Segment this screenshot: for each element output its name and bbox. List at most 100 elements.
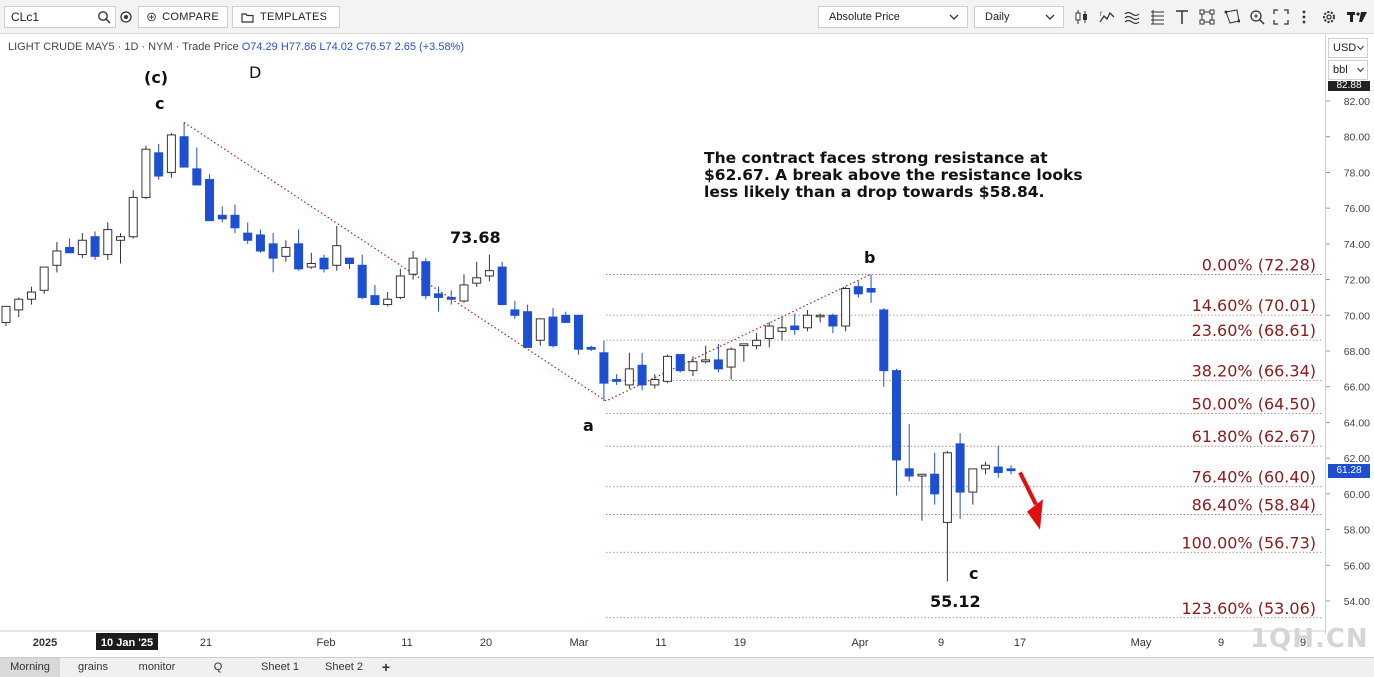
interval-select[interactable]: Daily xyxy=(974,6,1064,28)
y-axis-label: 66.00 xyxy=(1344,382,1370,394)
templates-button[interactable]: TEMPLATES xyxy=(232,6,340,28)
candle-body xyxy=(446,296,456,300)
chevron-down-icon xyxy=(949,14,959,20)
indicator-icon[interactable]: f xyxy=(1099,9,1115,25)
fib-level-label: 14.60% (70.01) xyxy=(1192,296,1316,315)
drawing-icon[interactable] xyxy=(1124,9,1140,25)
watermark: 1QH.CN xyxy=(1250,624,1369,654)
candle-body xyxy=(675,354,685,372)
price-axis[interactable]: 82.00 80.00 78.00 76.00 74.00 72.00 70.00 68.00… xyxy=(1325,34,1374,634)
chevron-down-icon xyxy=(1045,14,1055,20)
shape-icon[interactable] xyxy=(1199,9,1215,25)
candle-body xyxy=(866,288,876,293)
tab-morning[interactable]: Morning xyxy=(0,658,60,677)
fib-level-label: 86.40% (58.84) xyxy=(1192,496,1316,515)
candle-body xyxy=(128,196,138,238)
top-toolbar: CLc1 COMPARE TEMPLATES Absolute Price Da… xyxy=(0,0,1374,34)
chevron-down-icon xyxy=(1357,45,1364,51)
candlestick-icon[interactable] xyxy=(1074,9,1090,25)
candle-body xyxy=(294,243,304,270)
candle-body xyxy=(548,316,558,347)
elliott-wave-trendline xyxy=(183,121,872,402)
y-axis-label: 54.00 xyxy=(1344,596,1370,608)
y-axis-label: 62.00 xyxy=(1344,453,1370,465)
candle-body xyxy=(459,284,469,302)
candle-body xyxy=(828,314,838,327)
low-price-label: 55.12 xyxy=(930,592,981,611)
tab-grains[interactable]: grains xyxy=(78,661,108,673)
candle-body xyxy=(586,346,596,350)
x-axis-label: 19 xyxy=(734,637,746,649)
price-chart[interactable]: 0.00% (72.28) 14.60% (70.01) 23.60% (68.61… xyxy=(0,34,1325,657)
candle-body xyxy=(357,264,367,298)
candle-body xyxy=(154,152,164,177)
candle-body xyxy=(26,291,36,300)
high-price-label: 73.68 xyxy=(450,228,501,247)
candle-body xyxy=(993,466,1003,473)
fib-level-label: 76.40% (60.40) xyxy=(1192,468,1316,487)
tab-q[interactable]: Q xyxy=(213,661,223,673)
tab-sheet-2[interactable]: Sheet 2 xyxy=(325,661,363,673)
settings-icon[interactable] xyxy=(1321,9,1337,25)
down-arrow-shaft xyxy=(1018,471,1038,506)
candle-body xyxy=(968,468,978,493)
more-icon[interactable] xyxy=(1296,9,1312,25)
folder-icon xyxy=(241,12,254,23)
candle-body xyxy=(510,309,520,316)
y-axis-label: 78.00 xyxy=(1344,167,1370,179)
expand-icon[interactable] xyxy=(1273,9,1289,25)
candle-body xyxy=(484,270,494,277)
candle-body xyxy=(77,239,87,256)
candle-body xyxy=(65,246,75,254)
x-axis-label: 21 xyxy=(200,637,212,649)
symbol-input[interactable]: CLc1 xyxy=(4,6,116,28)
plus-circle-icon xyxy=(147,12,156,22)
tab-sheet-1[interactable]: Sheet 1 xyxy=(261,661,299,673)
candle-body xyxy=(853,286,863,295)
x-axis-label: 10 Jan '25 xyxy=(101,637,153,649)
wave-label-D: D xyxy=(249,63,262,82)
add-sheet-button[interactable]: + xyxy=(381,659,391,675)
candle-body xyxy=(14,298,24,311)
x-axis-label: 9 xyxy=(938,637,944,649)
svg-text:f: f xyxy=(1100,12,1102,18)
candle-body xyxy=(383,298,393,306)
clear-icon[interactable] xyxy=(120,11,132,23)
search-icon[interactable] xyxy=(97,10,111,24)
zoom-icon[interactable] xyxy=(1249,9,1265,25)
x-axis-label: 20 xyxy=(480,637,492,649)
analysis-note: The contract faces strong resistance at … xyxy=(704,149,1083,201)
unit-select[interactable]: bbl xyxy=(1328,60,1368,80)
candle-body xyxy=(612,379,622,382)
currency-select[interactable]: USD xyxy=(1328,38,1368,58)
annotation-icon[interactable] xyxy=(1224,9,1240,25)
candle-body xyxy=(217,214,227,220)
x-axis-highlight xyxy=(96,633,158,650)
wave-label-c-top: c xyxy=(155,94,165,113)
chevron-down-icon xyxy=(1357,67,1364,73)
price-type-select[interactable]: Absolute Price xyxy=(818,6,968,28)
candle-body xyxy=(395,275,405,298)
y-axis-label: 72.00 xyxy=(1344,275,1370,287)
candle-body xyxy=(268,243,278,259)
candle-body xyxy=(663,355,673,382)
tradingview-logo-icon[interactable] xyxy=(1346,9,1368,25)
candle-body xyxy=(599,352,609,384)
x-axis-label: 19 xyxy=(1294,637,1306,649)
candle-body xyxy=(472,277,482,284)
legend-ohlc: O74.29 H77.86 L74.02 C76.57 2.65 (+3.58%… xyxy=(241,41,465,53)
candle-body xyxy=(421,261,431,297)
candle-body xyxy=(637,364,647,386)
fib-icon[interactable] xyxy=(1149,9,1165,25)
text-tool-icon[interactable] xyxy=(1174,9,1190,25)
candle-body xyxy=(650,379,660,386)
interval-value: Daily xyxy=(985,11,1010,23)
fib-level-label: 123.60% (53.06) xyxy=(1181,599,1316,618)
candle-body xyxy=(408,257,418,275)
compare-button[interactable]: COMPARE xyxy=(138,6,228,28)
tab-monitor[interactable]: monitor xyxy=(138,661,176,673)
compare-label: COMPARE xyxy=(162,11,219,23)
candle-body xyxy=(230,214,240,229)
candle-body xyxy=(497,266,507,306)
candle-body xyxy=(1,305,11,323)
